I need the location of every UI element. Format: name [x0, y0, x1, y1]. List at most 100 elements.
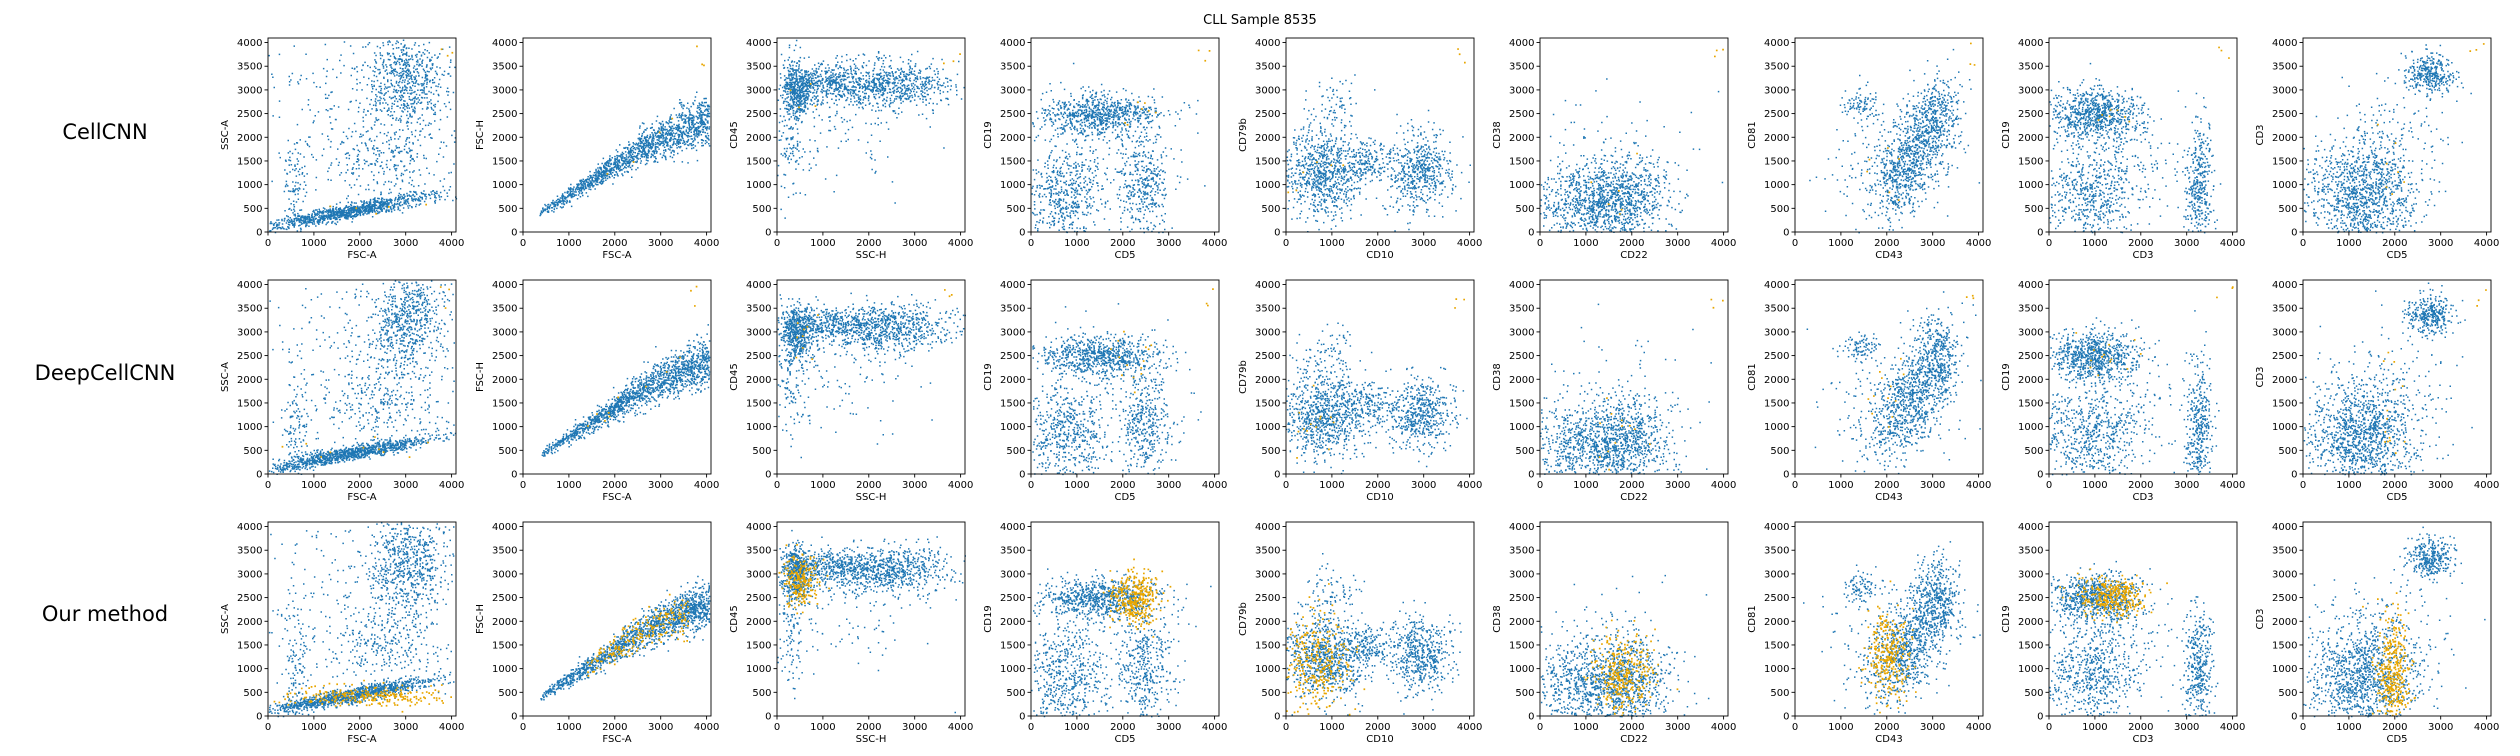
panel-fsc_ssc-row2: 0 500 1000 1500 2000 2500 3000 3500 4000 0 1000 200…: [220, 279, 464, 503]
y-tick-label: 500: [1515, 446, 1534, 457]
x-tick-label: 3000: [1920, 238, 1945, 249]
x-tick-label: 4000: [1457, 480, 1482, 491]
y-tick-label: 4000: [492, 38, 517, 49]
y-tick-label: 4000: [2272, 280, 2297, 291]
x-tick-label: 2000: [347, 238, 372, 249]
y-tick-label: 1500: [1764, 398, 1789, 409]
y-tick-label: 2500: [1000, 109, 1025, 120]
y-tick-label: 4000: [237, 280, 262, 291]
panel-cd3_cd19-row2: 0 500 1000 1500 2000 2500 3000 3500 4000 0 1000 200…: [2001, 279, 2245, 503]
y-axis-label: CD19: [983, 363, 994, 390]
y-tick-label: 2500: [1000, 593, 1025, 604]
y-tick-label: 2000: [237, 617, 262, 628]
x-tick-label: 0: [1283, 480, 1289, 491]
y-tick-label: 0: [256, 712, 262, 723]
y-tick-label: 1000: [1255, 180, 1280, 191]
y-tick-label: 0: [765, 470, 771, 481]
axes-frame: [522, 279, 712, 475]
axes-frame: [2302, 37, 2492, 233]
y-tick-label: 2500: [2272, 593, 2297, 604]
y-tick-label: 3000: [1255, 569, 1280, 580]
axes-frame: [1794, 521, 1984, 717]
y-tick-label: 2000: [1255, 617, 1280, 628]
panel-cd5_cd19-row2: 0 500 1000 1500 2000 2500 3000 3500 4000 0 1000 200…: [983, 279, 1227, 503]
x-tick-label: 0: [520, 480, 526, 491]
y-tick-label: 500: [2278, 204, 2297, 215]
x-axis-label: CD5: [1114, 734, 1135, 745]
y-tick-label: 2500: [2272, 351, 2297, 362]
y-axis-label: CD81: [1747, 605, 1758, 632]
points-all-cells: [1032, 303, 1202, 476]
y-tick-label: 2000: [1509, 375, 1534, 386]
y-tick-label: 1500: [746, 156, 771, 167]
x-tick-label: 2000: [856, 722, 881, 733]
x-tick-label: 2000: [347, 722, 372, 733]
y-tick-label: 4000: [2018, 280, 2043, 291]
x-tick-label: 0: [520, 722, 526, 733]
panel-cd10_cd79b-row3: 0 500 1000 1500 2000 2500 3000 3500 4000 0 1000 200…: [1238, 521, 1482, 745]
y-tick-label: 1500: [746, 398, 771, 409]
y-tick-label: 1500: [2272, 156, 2297, 167]
x-tick-label: 4000: [1966, 480, 1991, 491]
x-tick-label: 2000: [1110, 480, 1135, 491]
x-tick-label: 1000: [2082, 480, 2107, 491]
y-tick-label: 2000: [746, 617, 771, 628]
y-tick-label: 0: [2291, 712, 2297, 723]
axes-frame: [1794, 279, 1984, 475]
x-tick-label: 0: [774, 722, 780, 733]
y-tick-label: 0: [1783, 712, 1789, 723]
x-tick-label: 3000: [1156, 480, 1181, 491]
x-tick-label: 2000: [2382, 722, 2407, 733]
y-tick-label: 1500: [1509, 640, 1534, 651]
points-selected-cells: [1110, 288, 1214, 394]
y-tick-label: 4000: [1255, 38, 1280, 49]
x-tick-label: 3000: [2174, 480, 2199, 491]
y-tick-label: 2500: [237, 351, 262, 362]
x-axis-label: CD5: [2386, 492, 2407, 503]
y-tick-label: 4000: [1509, 280, 1534, 291]
x-tick-label: 2000: [2128, 238, 2153, 249]
x-tick-label: 0: [265, 480, 271, 491]
y-tick-label: 4000: [492, 280, 517, 291]
y-tick-label: 500: [1006, 446, 1025, 457]
axes-frame: [1030, 279, 1220, 475]
x-tick-label: 2000: [1619, 480, 1644, 491]
y-tick-label: 1000: [237, 422, 262, 433]
points-all-cells: [1540, 78, 1724, 233]
x-tick-label: 2000: [602, 722, 627, 733]
x-tick-label: 1000: [810, 238, 835, 249]
x-tick-label: 4000: [2474, 238, 2499, 249]
y-tick-label: 2500: [492, 593, 517, 604]
y-axis-label: CD19: [983, 121, 994, 148]
y-tick-label: 1500: [1000, 640, 1025, 651]
points-selected-cells: [2097, 46, 2230, 123]
panel-cd43_cd81-row3: 0 500 1000 1500 2000 2500 3000 3500 4000 0 1000 200…: [1747, 521, 1991, 745]
scatter-points-cd5_cd3: [2303, 526, 2486, 718]
y-tick-label: 2000: [2018, 617, 2043, 628]
x-tick-label: 4000: [948, 238, 973, 249]
axes-frame: [1539, 279, 1729, 475]
y-axis-label: CD45: [729, 363, 740, 390]
x-tick-label: 2000: [2128, 480, 2153, 491]
y-tick-label: 500: [2024, 204, 2043, 215]
y-tick-label: 500: [243, 204, 262, 215]
x-tick-label: 1000: [301, 238, 326, 249]
y-tick-label: 3000: [492, 327, 517, 338]
x-tick-label: 1000: [1064, 722, 1089, 733]
scatter-points-cd43_cd81: [1806, 291, 1982, 475]
x-tick-label: 0: [1792, 722, 1798, 733]
y-tick-label: 500: [1006, 688, 1025, 699]
panel-cd43_cd81-row2: 0 500 1000 1500 2000 2500 3000 3500 4000 0 1000 200…: [1747, 279, 1991, 503]
panel-cd10_cd79b-row1: 0 500 1000 1500 2000 2500 3000 3500 4000 0 1000 200…: [1238, 37, 1482, 261]
x-tick-label: 4000: [1202, 238, 1227, 249]
x-tick-label: 3000: [1665, 722, 1690, 733]
x-tick-label: 3000: [1411, 238, 1436, 249]
y-tick-label: 1000: [1764, 422, 1789, 433]
x-tick-label: 1000: [301, 722, 326, 733]
y-tick-label: 0: [1274, 228, 1280, 239]
x-tick-label: 0: [774, 480, 780, 491]
x-tick-label: 1000: [1319, 238, 1344, 249]
points-selected-cells: [778, 544, 830, 615]
x-tick-label: 0: [2046, 480, 2052, 491]
x-tick-label: 3000: [648, 480, 673, 491]
